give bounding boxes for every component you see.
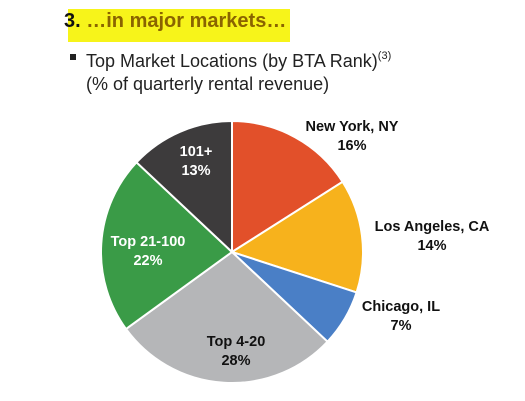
slice-value: 13% — [181, 163, 210, 179]
slice-name: Top 4-20 — [207, 334, 266, 350]
footnote-marker: (3) — [377, 50, 392, 62]
slice-value: 7% — [391, 318, 412, 334]
slice-name: Top 21-100 — [111, 234, 186, 250]
slice-value: 28% — [221, 353, 250, 369]
slice-label: Top 4-20 28% — [207, 334, 266, 369]
heading-highlight — [68, 9, 290, 42]
pie-slices — [100, 119, 364, 384]
slice-label: New York, NY 16% — [306, 119, 399, 154]
slice-name: Los Angeles, CA — [375, 219, 490, 235]
slice-value: 22% — [133, 253, 162, 269]
pie-slice-101 — [135, 119, 233, 255]
pie-labels: New York, NY 16% Los Angeles, CA 14% Chicago… — [111, 119, 490, 369]
page-title: 3. …in major markets… — [64, 10, 286, 32]
pie-slice-top-21-100 — [100, 160, 234, 331]
pie-slice-los-angeles-ca — [229, 180, 364, 294]
chart-title: Top Market Locations (by BTA Rank)(3) — [86, 46, 391, 71]
section-heading: …in major markets… — [80, 10, 287, 32]
slice-name: New York, NY — [306, 119, 399, 135]
slice-name: 101+ — [180, 144, 213, 160]
slice-name: Chicago, IL — [362, 299, 440, 315]
chart-subtitle: (% of quarterly rental revenue) — [86, 74, 330, 94]
section-number: 3. — [64, 10, 81, 32]
slice-label: 101+ 13% — [180, 144, 213, 179]
bullet-icon — [70, 54, 76, 60]
chart-title-text: Top Market Locations (by BTA Rank) — [86, 51, 378, 71]
slice-value: 14% — [417, 238, 446, 254]
slice-value: 16% — [337, 138, 366, 154]
slice-label: Chicago, IL 7% — [362, 299, 440, 334]
pie-slice-new-york-ny — [231, 119, 344, 254]
slice-label: Top 21-100 22% — [111, 234, 186, 269]
pie-slice-top-4-20 — [124, 250, 329, 384]
slice-label: Los Angeles, CA 14% — [375, 219, 490, 254]
